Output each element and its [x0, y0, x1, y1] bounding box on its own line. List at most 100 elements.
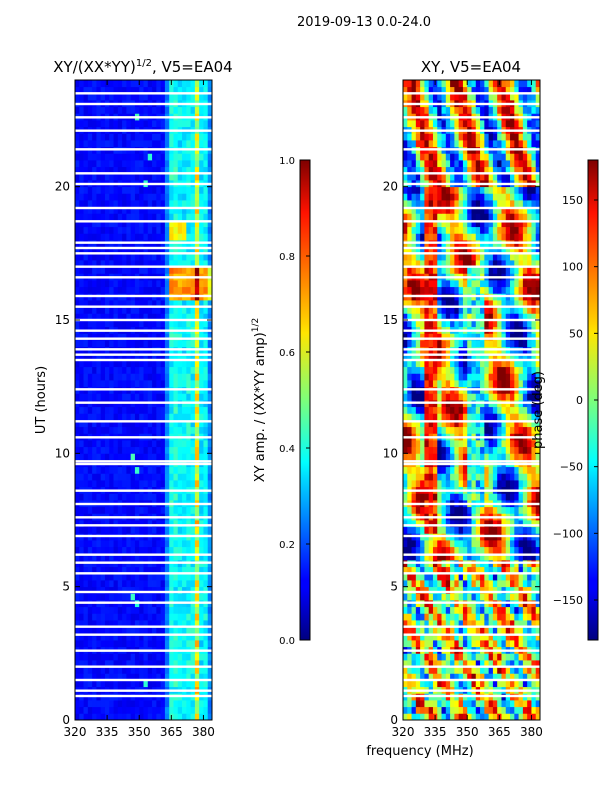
- heatmap-cell: [177, 660, 183, 668]
- heatmap-cell: [199, 133, 204, 141]
- heatmap-cell: [164, 653, 170, 661]
- heatmap-cell: [510, 360, 515, 368]
- heatmap-cell: [510, 426, 515, 434]
- heatmap-cell: [143, 660, 149, 668]
- heatmap-cell: [182, 493, 187, 501]
- heatmap-cell: [488, 446, 494, 454]
- flagged-time-gap: [75, 305, 212, 308]
- heatmap-cell: [186, 286, 191, 294]
- heatmap-cell: [100, 680, 106, 688]
- heatmap-cell: [83, 606, 89, 614]
- heatmap-cell: [182, 220, 187, 228]
- heatmap-cell: [535, 393, 540, 401]
- heatmap-cell: [117, 526, 123, 534]
- heatmap-cell: [518, 360, 524, 368]
- heatmap-cell: [100, 440, 106, 448]
- heatmap-cell: [117, 93, 123, 101]
- heatmap-cell: [130, 700, 136, 708]
- heatmap-cell: [143, 520, 149, 528]
- heatmap-cell: [113, 446, 119, 454]
- heatmap-cell: [531, 566, 537, 574]
- heatmap-cell: [471, 606, 477, 614]
- heatmap-cell: [75, 580, 80, 588]
- heatmap-cell: [177, 706, 183, 714]
- heatmap-cell: [96, 140, 102, 148]
- heatmap-cell: [186, 446, 191, 454]
- heatmap-cell: [96, 680, 102, 688]
- heatmap-cell: [130, 620, 136, 628]
- heatmap-cell: [83, 226, 89, 234]
- heatmap-cell: [122, 253, 127, 261]
- heatmap-cell: [501, 413, 507, 421]
- heatmap-cell: [424, 466, 430, 474]
- heatmap-cell: [471, 633, 477, 641]
- heatmap-cell: [505, 493, 511, 501]
- heatmap-cell: [113, 366, 119, 374]
- heatmap-cell: [109, 206, 114, 214]
- heatmap-cell: [160, 393, 166, 401]
- heatmap-cell: [527, 653, 532, 661]
- heatmap-cell: [83, 220, 89, 228]
- heatmap-cell: [126, 120, 132, 128]
- heatmap-cell: [199, 213, 204, 221]
- heatmap-cell: [96, 373, 102, 381]
- heatmap-cell: [79, 286, 84, 294]
- heatmap-cell: [160, 426, 166, 434]
- heatmap-cell: [139, 660, 144, 668]
- heatmap-cell: [186, 220, 191, 228]
- heatmap-cell: [152, 446, 157, 454]
- heatmap-cell: [411, 653, 417, 661]
- amplitude-colorbar-gradient: [299, 159, 311, 641]
- heatmap-cell: [75, 340, 80, 348]
- heatmap-cell: [510, 380, 515, 388]
- heatmap-cell: [152, 260, 157, 268]
- heatmap-cell: [505, 506, 511, 514]
- heatmap-cell: [484, 526, 490, 534]
- heatmap-cell: [497, 626, 502, 634]
- heatmap-cell: [437, 453, 442, 461]
- heatmap-cell: [454, 440, 460, 448]
- heatmap-cell: [199, 353, 204, 361]
- heatmap-cell: [424, 566, 430, 574]
- heatmap-cell: [501, 640, 507, 648]
- heatmap-cell: [522, 406, 528, 414]
- heatmap-cell: [109, 186, 114, 194]
- heatmap-cell: [117, 193, 123, 201]
- heatmap-cell: [522, 413, 528, 421]
- heatmap-cell: [475, 680, 481, 688]
- heatmap-cell: [113, 673, 119, 681]
- heatmap-cell: [147, 160, 153, 168]
- heatmap-cell: [177, 340, 183, 348]
- heatmap-cell: [83, 453, 89, 461]
- heatmap-cell: [467, 593, 472, 601]
- heatmap-cell: [492, 473, 498, 481]
- heatmap-cell: [501, 526, 507, 534]
- heatmap-cell: [152, 360, 157, 368]
- heatmap-cell: [492, 680, 498, 688]
- heatmap-cell: [527, 633, 532, 641]
- heatmap-cell: [194, 426, 200, 434]
- heatmap-cell: [488, 653, 494, 661]
- heatmap-cell: [117, 260, 123, 268]
- heatmap-cell: [147, 540, 153, 548]
- heatmap-cell: [420, 573, 425, 581]
- heatmap-cell: [510, 520, 515, 528]
- heatmap-cell: [83, 260, 89, 268]
- heatmap-cell: [207, 200, 212, 208]
- heatmap-cell: [152, 286, 157, 294]
- heatmap-cell: [169, 133, 174, 141]
- heatmap-cell: [450, 420, 455, 428]
- heatmap-cell: [531, 586, 537, 594]
- heatmap-cell: [122, 80, 127, 88]
- colorbar-tick-label: 0.4: [279, 444, 295, 455]
- heatmap-cell: [75, 640, 80, 648]
- heatmap-cell: [160, 580, 166, 588]
- heatmap-cell: [505, 466, 511, 474]
- heatmap-cell: [480, 506, 485, 514]
- heatmap-cell: [531, 706, 537, 714]
- heatmap-cell: [139, 93, 144, 101]
- heatmap-cell: [203, 446, 209, 454]
- heatmap-cell: [143, 673, 149, 681]
- heatmap-cell: [126, 660, 132, 668]
- heatmap-cell: [100, 266, 106, 274]
